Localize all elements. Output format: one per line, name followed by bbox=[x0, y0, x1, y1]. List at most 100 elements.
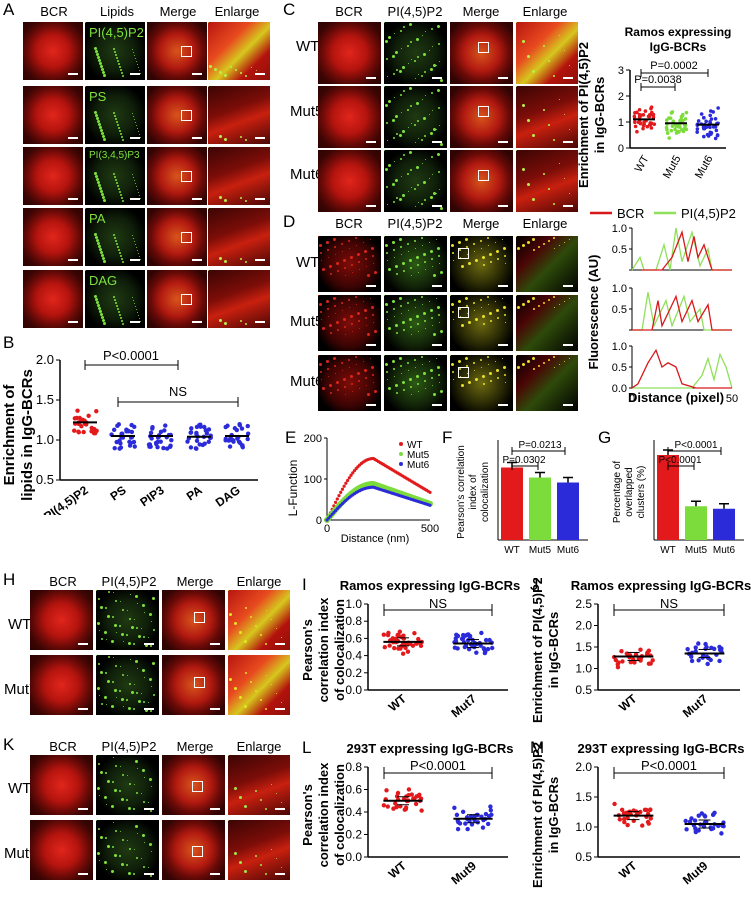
speckle bbox=[411, 394, 412, 395]
g-x-tick-label: WT bbox=[660, 545, 676, 555]
f-x-tick-label: Mut6 bbox=[557, 545, 580, 555]
speckle bbox=[403, 90, 405, 92]
header-pip2-h: PI(4,5)P2 bbox=[101, 574, 157, 589]
speckle bbox=[395, 324, 398, 327]
speckle bbox=[372, 374, 374, 376]
speckle bbox=[326, 360, 329, 363]
scale-bar bbox=[210, 643, 220, 645]
speckle bbox=[228, 820, 229, 821]
panel-f-chart: Pearson's correlation index of colocaliz… bbox=[456, 440, 588, 555]
y-tick-label: 1.5 bbox=[575, 640, 592, 654]
speckle bbox=[396, 392, 398, 394]
a-lipid-name-0: PI(4,5)P2 bbox=[89, 25, 144, 40]
speckle bbox=[145, 709, 148, 712]
c-data-point bbox=[713, 136, 718, 141]
a-enlarge-image-0 bbox=[208, 22, 270, 80]
h-merge-image-1 bbox=[162, 655, 225, 715]
speckle bbox=[132, 297, 133, 298]
speckle bbox=[422, 35, 423, 36]
scale-bar bbox=[130, 137, 140, 139]
b-data-point bbox=[198, 424, 203, 429]
speckle bbox=[522, 168, 525, 171]
speckle bbox=[100, 771, 103, 774]
speckle bbox=[384, 150, 385, 151]
speckle bbox=[114, 789, 117, 792]
m-ylabel-2: in IgG-BCRs bbox=[546, 777, 561, 854]
c-enlarge-image-2 bbox=[516, 150, 578, 212]
c-data-point bbox=[678, 125, 682, 129]
speckle bbox=[103, 260, 106, 263]
speckle bbox=[356, 304, 357, 305]
speckle bbox=[118, 249, 120, 251]
speckle bbox=[429, 178, 430, 179]
b-data-point bbox=[112, 445, 117, 451]
speckle bbox=[149, 613, 152, 616]
d-ylabel: Fluorescence (AU) bbox=[586, 255, 601, 370]
speckle bbox=[517, 366, 520, 369]
speckle bbox=[366, 266, 367, 267]
speckle bbox=[452, 252, 454, 254]
i-ylabel-1: Pearson's bbox=[300, 619, 315, 681]
speckle bbox=[458, 360, 461, 363]
speckle bbox=[516, 86, 517, 87]
speckle bbox=[333, 297, 336, 300]
speckle bbox=[432, 174, 433, 175]
b-data-point bbox=[93, 430, 98, 436]
speckle bbox=[239, 696, 242, 699]
speckle bbox=[134, 619, 135, 620]
k-pip2-image-0 bbox=[96, 755, 159, 815]
e-curve-point bbox=[333, 500, 338, 504]
speckle bbox=[104, 696, 107, 699]
speckle bbox=[409, 318, 412, 321]
data-point bbox=[483, 637, 489, 643]
speckle bbox=[516, 22, 517, 23]
data-point bbox=[467, 818, 472, 824]
data-point bbox=[394, 804, 399, 810]
speckle bbox=[392, 360, 395, 363]
scale-bar bbox=[563, 285, 573, 287]
speckle bbox=[409, 259, 412, 262]
speckle bbox=[387, 379, 388, 380]
speckle bbox=[108, 591, 110, 593]
speckle bbox=[387, 140, 388, 141]
speckle bbox=[468, 262, 471, 265]
data-point bbox=[413, 801, 419, 807]
roi-box bbox=[181, 294, 192, 305]
c-data-point bbox=[665, 131, 670, 135]
speckle bbox=[553, 203, 555, 205]
c-x-tick-label: WT bbox=[633, 153, 652, 174]
speckle bbox=[152, 597, 155, 600]
speckle bbox=[335, 373, 336, 374]
a-enlarge-image-3 bbox=[208, 208, 270, 266]
speckle bbox=[97, 120, 100, 123]
c-data-point bbox=[702, 115, 706, 120]
a-lipid-image-0: PI(4,5)P2 bbox=[85, 22, 145, 80]
b-data-point bbox=[227, 444, 233, 449]
speckle bbox=[423, 117, 426, 120]
speckle bbox=[134, 241, 135, 242]
d-pip2-image-0 bbox=[384, 236, 447, 292]
y-tick-label: 1.0 bbox=[345, 597, 362, 611]
speckle bbox=[97, 304, 100, 307]
speckle bbox=[321, 260, 322, 261]
speckle bbox=[496, 309, 499, 312]
b-y-tick-label: 2.0 bbox=[36, 352, 54, 367]
c-merge-image-1 bbox=[450, 86, 513, 148]
speckle bbox=[393, 308, 395, 310]
d-row-mut6: Mut6 bbox=[290, 373, 324, 390]
speckle bbox=[142, 669, 145, 672]
speckle bbox=[416, 102, 419, 105]
speckle bbox=[136, 792, 138, 794]
speckle bbox=[140, 73, 141, 74]
speckle bbox=[365, 377, 367, 379]
c-pip2-image-2 bbox=[384, 150, 447, 212]
speckle bbox=[533, 249, 535, 251]
y-tick-label: 2.5 bbox=[575, 597, 592, 611]
speckle bbox=[208, 86, 209, 87]
header-bcr-d: BCR bbox=[335, 216, 363, 231]
speckle bbox=[101, 193, 104, 196]
k-enlarge-image-0 bbox=[228, 755, 290, 815]
speckle bbox=[421, 203, 423, 205]
speckle bbox=[516, 355, 517, 356]
c-x-tick-label: Mut6 bbox=[693, 154, 716, 181]
